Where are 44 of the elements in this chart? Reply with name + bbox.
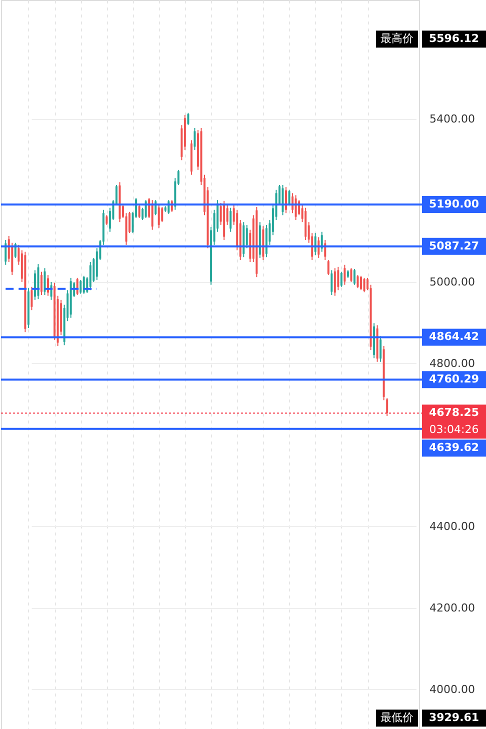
candlestick bbox=[40, 271, 42, 296]
candlestick bbox=[187, 112, 190, 126]
ref-line-label: 4639.62 bbox=[428, 441, 480, 454]
ref-line-label: 5190.00 bbox=[428, 198, 480, 211]
annotation: 最高价 bbox=[380, 32, 414, 46]
candlestick bbox=[340, 271, 342, 288]
candlestick bbox=[344, 264, 346, 286]
candlestick bbox=[44, 268, 46, 296]
candlestick bbox=[151, 200, 154, 230]
annotation: 最低价 bbox=[380, 711, 414, 724]
y-tick-label: 4200.00 bbox=[430, 601, 475, 614]
candlestick bbox=[327, 259, 330, 276]
candlestick bbox=[330, 270, 333, 296]
ref-line-label: 5087.27 bbox=[428, 239, 480, 252]
ref-line-label: 4678.25 bbox=[428, 406, 480, 420]
y-tick-label: 5000.00 bbox=[430, 275, 475, 288]
y-tick-label: 5400.00 bbox=[430, 112, 475, 126]
text: 03:04:26 bbox=[429, 423, 479, 436]
candlestick bbox=[353, 268, 356, 286]
candlestick bbox=[138, 204, 140, 219]
y-tick-label: 4800.00 bbox=[430, 356, 475, 370]
candlestick bbox=[80, 279, 82, 294]
text: 3929.61 bbox=[428, 711, 480, 724]
candlestick bbox=[363, 277, 366, 293]
ref-line-label: 4864.42 bbox=[428, 330, 480, 344]
candlestick bbox=[161, 206, 164, 223]
candlestick bbox=[356, 274, 359, 289]
candlestick bbox=[89, 262, 92, 291]
candlestick bbox=[380, 336, 382, 362]
y-tick-label: 4000.00 bbox=[430, 682, 475, 696]
candlestick bbox=[230, 207, 232, 232]
candlestick bbox=[334, 268, 336, 296]
candlestick bbox=[285, 186, 288, 214]
candlestick bbox=[82, 275, 85, 294]
candlestick bbox=[350, 268, 352, 282]
y-tick-label: 4400.00 bbox=[430, 520, 475, 533]
candlestick bbox=[282, 184, 284, 216]
text: 5596.12 bbox=[428, 32, 480, 46]
ref-line-label: 4760.29 bbox=[428, 372, 480, 386]
candlestick bbox=[194, 127, 196, 150]
candlestick bbox=[106, 214, 108, 226]
candlestick bbox=[360, 275, 362, 291]
candlestick bbox=[158, 204, 160, 229]
candlestick bbox=[30, 286, 33, 311]
